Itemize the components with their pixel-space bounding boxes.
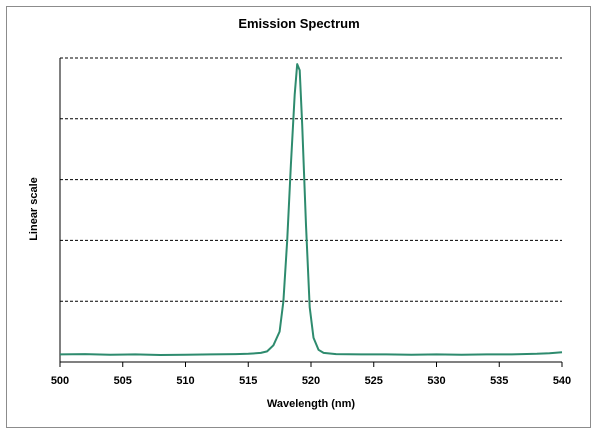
- chart-frame: [6, 6, 591, 428]
- x-tick-label-1: 505: [114, 375, 132, 387]
- x-tick-label-8: 540: [553, 375, 571, 387]
- x-tick-label-0: 500: [51, 375, 69, 387]
- x-tick-label-5: 525: [365, 375, 383, 387]
- x-tick-label-6: 530: [427, 375, 445, 387]
- x-axis-label: Wavelength (nm): [266, 398, 356, 410]
- x-ticks: 500 505 510 515 520 525 530 535 540: [51, 362, 571, 387]
- x-tick-label-2: 510: [176, 375, 194, 387]
- series-line-0: [59, 63, 563, 356]
- x-tick-label-7: 535: [490, 375, 508, 387]
- series-group: [59, 63, 563, 356]
- gridlines: [60, 57, 562, 302]
- chart-title: Emission Spectrum: [238, 16, 360, 31]
- x-tick-label-4: 520: [302, 375, 320, 387]
- x-tick-label-3: 515: [239, 375, 257, 387]
